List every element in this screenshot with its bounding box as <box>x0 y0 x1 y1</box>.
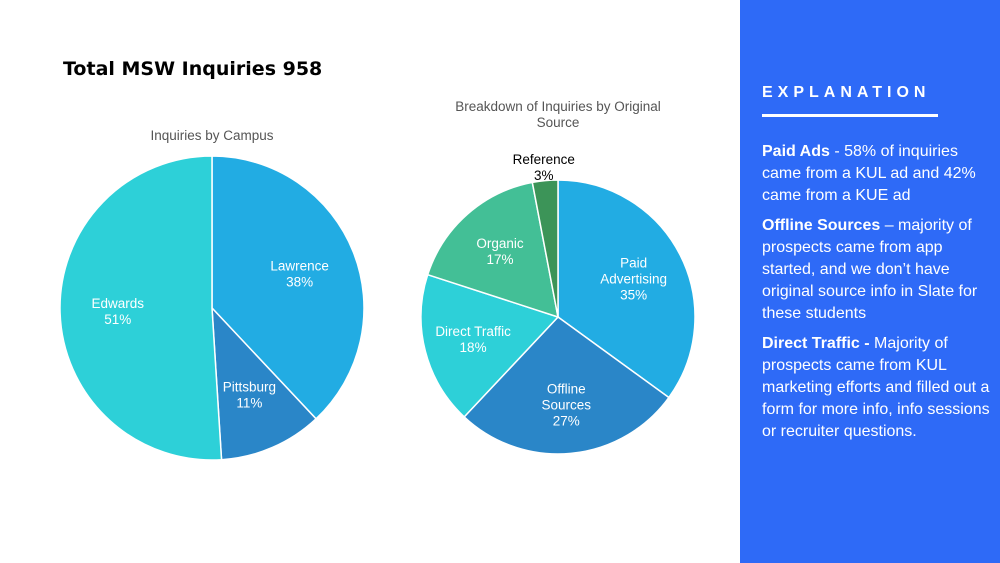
slide-title: Total MSW Inquiries 958 <box>63 58 323 80</box>
slice-name: Edwards <box>92 296 145 311</box>
explanation-text: majority of prospects came from app star… <box>762 217 978 322</box>
slice-percent: 27% <box>553 413 580 428</box>
slice-name: Paid <box>620 255 647 270</box>
explanation-item-paid-ads: Paid Ads - 58% of inquiries came from a … <box>762 141 994 207</box>
slice-name: Offline <box>547 381 586 396</box>
slice-percent: 35% <box>620 287 647 302</box>
explanation-divider <box>762 114 938 117</box>
slice-percent: 17% <box>487 252 514 267</box>
slice-name: Advertising <box>600 271 667 286</box>
explanation-separator: - <box>829 143 845 160</box>
pie-slice-pittsburg <box>211 305 318 461</box>
slice-label-organic: Organic 17% <box>476 236 524 267</box>
pie-slice-reference <box>531 179 559 318</box>
explanation-item-direct-traffic: Direct Traffic - Majority of prospects c… <box>762 333 994 443</box>
slice-percent: 38% <box>286 274 313 289</box>
source-chart-title: Breakdown of Inquiries by Original Sourc… <box>428 99 688 131</box>
slice-percent: 51% <box>104 312 131 327</box>
explanation-term: Offline Sources <box>762 217 881 234</box>
explanation-text: Majority of prospects came from KUL mark… <box>762 335 990 440</box>
slice-name: Reference <box>513 152 575 167</box>
slice-percent: 18% <box>460 340 487 355</box>
explanation-separator: – <box>880 217 899 234</box>
explanation-heading: EXPLANATION <box>762 84 931 101</box>
slice-percent: 11% <box>236 395 262 410</box>
source-chart-title-line-2: Source <box>536 115 580 130</box>
slice-name: Direct Traffic <box>435 324 511 339</box>
slice-name: Lawrence <box>270 258 329 273</box>
slice-label-direct-traffic: Direct Traffic 18% <box>435 324 511 355</box>
explanation-text: 58% of inquiries came from a KUL ad and … <box>762 143 976 204</box>
pie-slice-offline-sources <box>463 316 670 455</box>
pie-slice-lawrence <box>211 155 365 420</box>
explanation-term: Paid Ads <box>762 143 830 160</box>
explanation-term: Direct Traffic - <box>762 335 870 352</box>
slice-label-paid-advertising: Paid Advertising 35% <box>600 255 667 302</box>
explanation-item-offline-sources: Offline Sources – majority of prospects … <box>762 215 994 325</box>
slice-name: Pittsburg <box>223 379 276 394</box>
pie-slice-direct-traffic <box>420 273 560 418</box>
slice-label-pittsburg: Pittsburg 11% <box>223 379 276 410</box>
pie-charts: Lawrence 38% Pittsburg 11% Edwards 51% Paid Adv… <box>59 152 696 461</box>
slice-percent: 3% <box>534 168 554 183</box>
pie-slice-edwards <box>59 155 223 461</box>
slice-label-edwards: Edwards 51% <box>92 296 145 327</box>
slice-label-lawrence: Lawrence 38% <box>270 258 329 289</box>
campus-chart-title: Inquiries by Campus <box>150 128 274 143</box>
slice-name: Sources <box>541 397 591 412</box>
explanation-panel: EXPLANATION Paid Ads - 58% of inquiries … <box>740 0 1000 563</box>
explanation-list: Paid Ads - 58% of inquiries came from a … <box>762 141 994 451</box>
slice-label-reference: Reference 3% <box>513 152 575 183</box>
slice-name: Organic <box>476 236 524 251</box>
source-chart-title-line-1: Breakdown of Inquiries by Original <box>455 99 661 114</box>
pie-slice-organic <box>426 181 559 319</box>
pie-slice-paid-advertising <box>557 179 696 399</box>
slice-label-offline-sources: Offline Sources 27% <box>541 381 591 428</box>
